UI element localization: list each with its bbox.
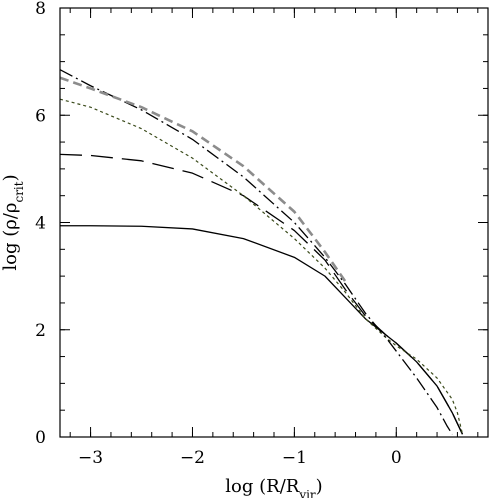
- axis-label-main: log (ρ/ρ: [0, 203, 21, 271]
- y-tick-label: 4: [35, 214, 46, 234]
- y-tick-label: 8: [35, 0, 46, 19]
- x-tick-label: −1: [282, 448, 307, 468]
- y-tick-label: 0: [35, 428, 46, 448]
- axis-label-subscript: vir: [298, 488, 316, 498]
- x-tick-label: 0: [391, 448, 402, 468]
- axis-label-subscript: crit: [12, 181, 26, 202]
- tick-layer: −3 −2 −1 0 0 2 4 6 8: [35, 0, 488, 468]
- axis-label-suffix: ): [0, 174, 21, 181]
- x-tick-label: −3: [78, 448, 103, 468]
- series-line-solid: [60, 225, 464, 435]
- series-line-thick-dash: [60, 76, 347, 283]
- x-axis-label: log (R/Rvir): [225, 476, 322, 498]
- series-layer: [60, 69, 464, 435]
- plot-frame: [59, 7, 489, 438]
- x-tick-label: −2: [180, 448, 205, 468]
- y-axis-label: log (ρ/ρcrit): [0, 174, 26, 270]
- axis-label-suffix: ): [316, 476, 323, 497]
- series-line-long-dash: [60, 153, 464, 435]
- series-line-dash-dot: [60, 69, 453, 435]
- y-tick-label: 6: [35, 106, 46, 126]
- y-tick-label: 2: [35, 321, 46, 341]
- series-line-short-dash: [60, 98, 464, 435]
- axis-label-main: log (R/R: [225, 476, 299, 497]
